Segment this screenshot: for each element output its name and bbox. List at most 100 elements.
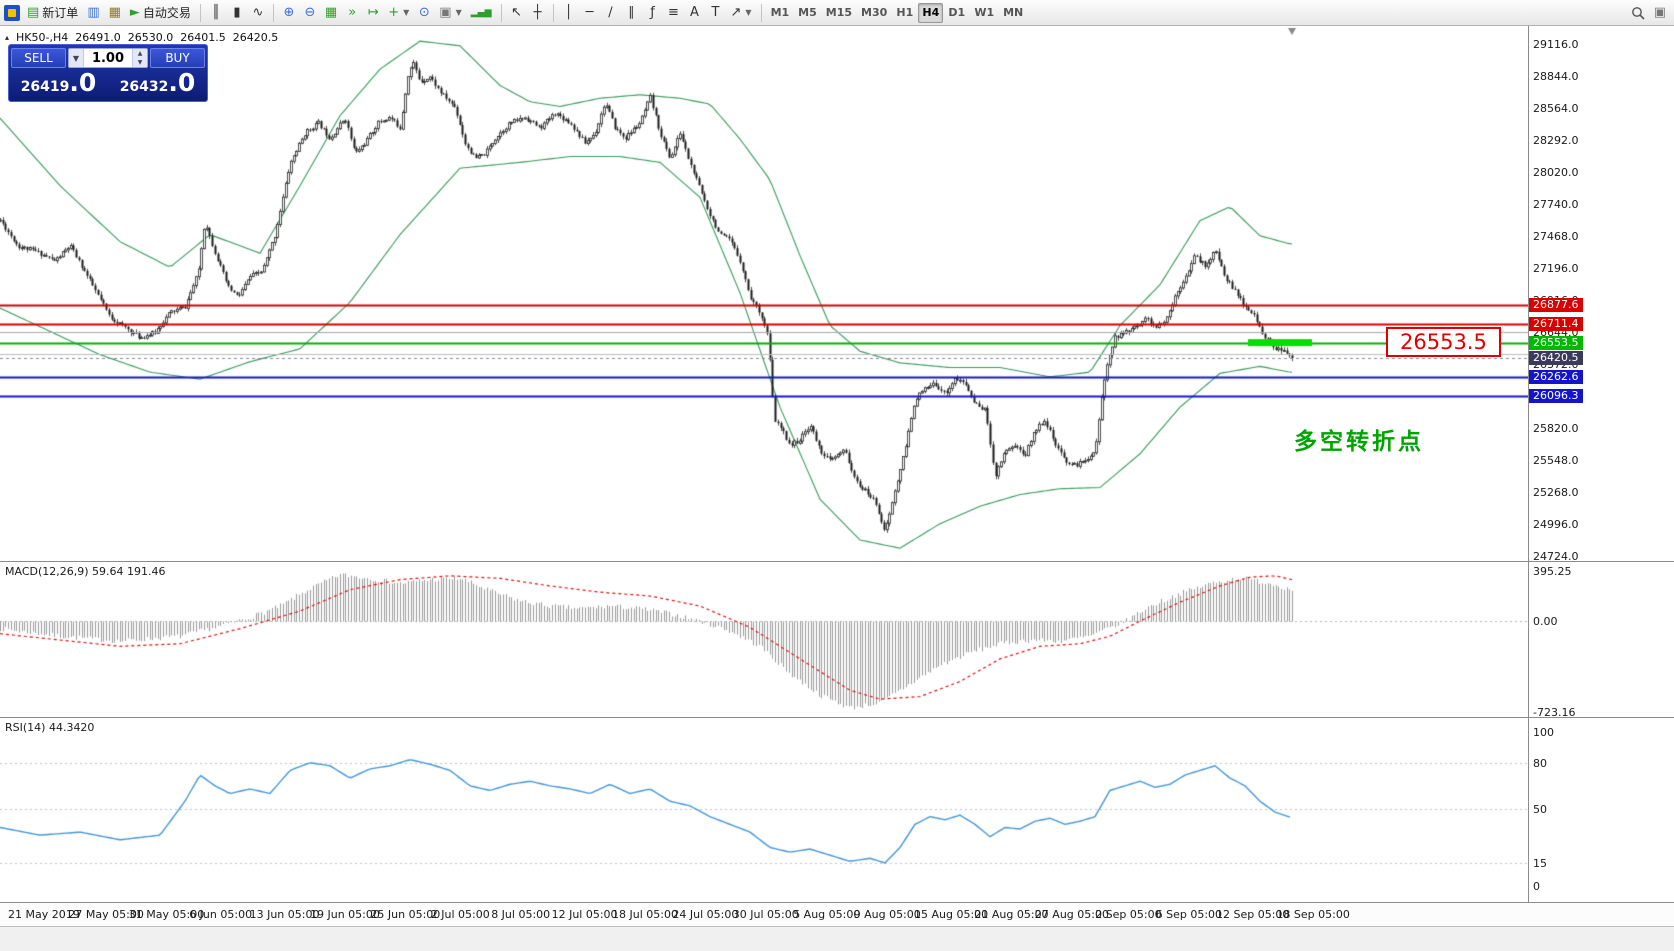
time-label: 27 Aug 05:00: [1034, 908, 1109, 921]
timeframe-h1[interactable]: H1: [896, 6, 914, 19]
new-order-label: 新订单: [42, 6, 79, 20]
arrows-tool-icon: ↗: [730, 5, 742, 20]
price-tick-label: 28292.0: [1533, 133, 1579, 147]
text-tool-icon[interactable]: A: [690, 5, 699, 20]
macd-axis[interactable]: 395.25 0.00 -723.16: [1528, 562, 1674, 717]
time-label: 12 Sep 05:00: [1216, 908, 1290, 921]
time-label: 6 Jun 05:00: [189, 908, 253, 921]
equidistant-tool-icon[interactable]: ≡: [668, 5, 679, 20]
search-icon[interactable]: [1627, 3, 1649, 23]
price-tick-label: 28564.0: [1533, 102, 1579, 116]
time-label: 19 Jun 05:00: [310, 908, 380, 921]
horizontal-line-tool-icon[interactable]: ─: [585, 5, 594, 20]
charts-window-icon[interactable]: ▥: [87, 5, 100, 20]
channel-tool-icon[interactable]: ∥: [628, 5, 635, 20]
time-label: 21 Aug 05:00: [974, 908, 1049, 921]
macd-title: MACD(12,26,9) 59.64 191.46: [5, 565, 166, 578]
time-label: 12 Jul 05:00: [551, 908, 618, 921]
volume-stepper: ▲ ▼: [132, 49, 147, 67]
toolbar-separator: [199, 3, 201, 22]
time-label: 25 Jun 05:00: [370, 908, 441, 921]
vertical-line-tool-icon[interactable]: │: [564, 5, 573, 20]
turning-point-annotation[interactable]: 多空转折点: [1294, 429, 1424, 455]
timeframe-m5[interactable]: M5: [798, 6, 817, 19]
macd-canvas[interactable]: [0, 562, 1528, 717]
new-order-icon: ▤: [27, 5, 40, 20]
timeframe-mn[interactable]: MN: [1003, 6, 1024, 19]
macd-tick-label: 395.25: [1533, 565, 1572, 579]
main-chart-canvas[interactable]: [0, 26, 1528, 561]
price-axis[interactable]: 29116.0 28844.0 28564.0 28292.0 28020.0 27740…: [1528, 26, 1674, 561]
volume-down-icon[interactable]: ▼: [133, 58, 147, 67]
price-tick-label: 25820.0: [1533, 422, 1579, 436]
layouts-icon[interactable]: ▣: [1653, 5, 1666, 20]
time-label: 6 Sep 05:00: [1155, 908, 1223, 921]
toolbar-separator: [500, 3, 502, 22]
toolbar-separator: [272, 3, 274, 22]
timeframe-m15[interactable]: M15: [825, 6, 853, 19]
timeframe-h4[interactable]: H4: [918, 2, 944, 23]
candlestick-chart-icon[interactable]: ▮: [233, 5, 241, 20]
arrows-tool-button[interactable]: ↗ ▼: [727, 3, 756, 23]
timeframe-m30[interactable]: M30: [861, 6, 888, 19]
new-order-button[interactable]: ▤ 新订单: [23, 3, 82, 23]
bar-chart-icon[interactable]: ║: [212, 5, 220, 20]
new-chart-button[interactable]: + ▼: [384, 3, 413, 23]
cursor-icon[interactable]: ↖: [511, 5, 522, 20]
sell-button[interactable]: SELL: [11, 48, 66, 68]
timeframe-m1[interactable]: M1: [770, 6, 790, 19]
rsi-axis[interactable]: 100 80 50 15 0: [1528, 718, 1674, 902]
templates-button[interactable]: ▣ ▼: [435, 3, 465, 23]
volume-widget: ▼ 1.00 ▲ ▼: [68, 48, 148, 68]
low-value: 26401.5: [180, 31, 226, 44]
chevron-down-icon: ▼: [455, 8, 462, 17]
time-label: 18 Jul 05:00: [612, 908, 678, 921]
sell-price-frac: .0: [69, 68, 97, 97]
rsi-title: RSI(14) 44.3420: [5, 721, 95, 734]
price-tick-label: 27196.0: [1533, 261, 1579, 275]
auto-trading-button[interactable]: ► 自动交易: [126, 3, 195, 23]
main-toolbar: ▤ 新订单 ▥ ▦ ► 自动交易 ║ ▮ ∿ ⊕ ⊖ ▦ » ↦ + ▼ ⊙ ▣…: [0, 0, 1674, 26]
zoom-in-icon[interactable]: ⊕: [283, 5, 295, 20]
price-tick-label: 25268.0: [1533, 486, 1579, 500]
price-tick-label: 27468.0: [1533, 230, 1579, 244]
auto-scroll-icon[interactable]: »: [348, 5, 357, 20]
rsi-canvas[interactable]: [0, 718, 1528, 902]
zoom-out-icon[interactable]: ⊖: [304, 5, 316, 20]
price-level-callout[interactable]: 26553.5: [1386, 327, 1501, 357]
timeframe-group: M1 M5 M15 M30 H1 H4 D1 W1 MN: [767, 2, 1028, 23]
text-label-tool-icon[interactable]: T: [711, 5, 720, 20]
volume-up-icon[interactable]: ▲: [133, 49, 147, 58]
price-panel: ▴ HK50-,H4 26491.0 26530.0 26401.5 26420…: [0, 26, 1674, 561]
period-icon[interactable]: ⊙: [418, 5, 430, 20]
crosshair-icon[interactable]: ┼: [533, 5, 542, 20]
one-click-trading-panel: SELL ▼ 1.00 ▲ ▼ BUY 26419 .0 26432: [8, 44, 208, 102]
sell-price-main: 26419: [20, 79, 70, 95]
time-label: 18 Sep 05:00: [1276, 908, 1350, 921]
timeframe-d1[interactable]: D1: [948, 6, 966, 19]
rsi-panel: RSI(14) 44.3420 100 80 50 15 0: [0, 717, 1674, 902]
line-chart-icon[interactable]: ∿: [252, 5, 264, 20]
indicators-icon[interactable]: ▂▄▆: [470, 7, 492, 18]
chart-shift-icon[interactable]: ↦: [367, 5, 379, 20]
trend-line-tool-icon[interactable]: ∕: [608, 5, 613, 20]
chart-window: ▴ HK50-,H4 26491.0 26530.0 26401.5 26420…: [0, 26, 1674, 951]
timeframe-w1[interactable]: W1: [974, 6, 995, 19]
price-tag-26096.3: 26096.3: [1529, 388, 1583, 403]
open-value: 26491.0: [75, 31, 121, 44]
buy-price[interactable]: 26432 .0: [108, 69, 207, 101]
time-axis[interactable]: 21 May 2019 27 May 05:00 31 May 05:00 6 Jun…: [0, 902, 1674, 926]
price-tick-label: 25548.0: [1533, 453, 1579, 467]
macd-panel: MACD(12,26,9) 59.64 191.46 395.25 0.00 -72…: [0, 561, 1674, 717]
profiles-icon[interactable]: ▦: [108, 5, 121, 20]
buy-button[interactable]: BUY: [150, 48, 205, 68]
window-marker-icon: ▴: [5, 33, 10, 42]
fibonacci-tool-icon[interactable]: ƒ: [650, 5, 655, 20]
buy-price-main: 26432: [119, 79, 169, 95]
sell-price[interactable]: 26419 .0: [9, 69, 108, 101]
chevron-down-icon: ▼: [745, 8, 752, 17]
tile-windows-icon[interactable]: ▦: [324, 5, 338, 20]
volume-dropdown-icon[interactable]: ▼: [69, 49, 84, 67]
rsi-tick-label: 15: [1533, 856, 1547, 870]
volume-input[interactable]: 1.00: [91, 50, 125, 66]
